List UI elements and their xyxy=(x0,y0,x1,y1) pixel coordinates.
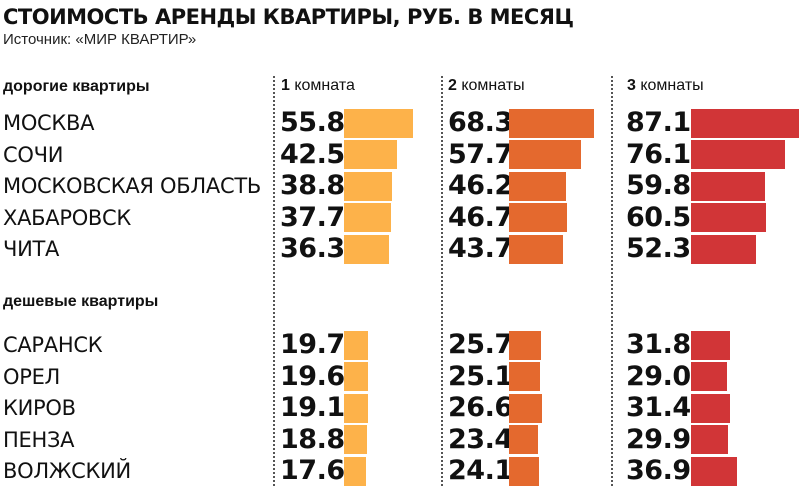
bar xyxy=(344,171,393,201)
value-label: 36.9 xyxy=(626,455,691,487)
value-label: 37.7 xyxy=(280,201,345,233)
group-title: дорогие квартиры xyxy=(3,78,150,95)
bar xyxy=(344,393,368,423)
value-label: 87.1 xyxy=(626,107,691,138)
bar xyxy=(344,203,391,233)
city-label: КИРОВ xyxy=(3,396,76,421)
column-header-number: 1 xyxy=(281,77,290,94)
bar xyxy=(344,425,368,455)
bar xyxy=(509,330,541,360)
bar xyxy=(691,425,729,455)
value-label: 42.5 xyxy=(280,138,345,170)
column-divider xyxy=(611,76,613,486)
bar xyxy=(344,234,389,264)
bar xyxy=(509,171,567,201)
column-header-label: комнаты xyxy=(456,77,525,94)
value-label: 68.3 xyxy=(448,107,513,138)
bar xyxy=(509,393,542,423)
bar xyxy=(344,140,397,170)
value-label: 18.8 xyxy=(280,423,345,455)
city-label: ПЕНЗА xyxy=(3,427,75,452)
bar xyxy=(691,234,756,264)
value-label: 19.6 xyxy=(280,360,345,392)
value-label: 23.4 xyxy=(448,423,513,455)
bar xyxy=(509,456,539,486)
bar xyxy=(691,171,766,201)
city-label: ОРЕЛ xyxy=(3,364,61,389)
column-header-label: комната xyxy=(289,77,355,94)
bar xyxy=(344,362,369,392)
bar xyxy=(509,140,581,170)
chart-title: СТОИМОСТЬ АРЕНДЫ КВАРТИРЫ, РУБ. В МЕСЯЦ xyxy=(3,5,574,29)
value-label: 52.3 xyxy=(626,233,691,265)
bar xyxy=(509,425,539,455)
value-label: 31.4 xyxy=(626,392,691,424)
value-label: 38.8 xyxy=(280,170,345,202)
bar xyxy=(509,234,564,264)
bar xyxy=(509,362,541,392)
city-label: МОСКОВСКАЯ ОБЛАСТЬ xyxy=(3,174,261,199)
bar xyxy=(344,456,366,486)
city-label: ЧИТА xyxy=(3,237,60,262)
group-title: дешевые квартиры xyxy=(3,293,159,310)
value-label: 36.3 xyxy=(280,233,345,265)
value-label: 59.8 xyxy=(626,170,691,202)
city-label: МОСКВА xyxy=(3,111,95,135)
bar xyxy=(691,330,731,360)
column-header-number: 2 xyxy=(448,77,457,94)
bar xyxy=(691,203,767,233)
value-label: 46.7 xyxy=(448,201,513,233)
value-label: 19.7 xyxy=(280,329,345,360)
column-divider xyxy=(273,76,275,486)
source-note: Источник: «МИР КВАРТИР» xyxy=(3,31,197,48)
value-label: 17.6 xyxy=(280,455,345,487)
column-header-label: комнаты xyxy=(635,77,704,94)
value-label: 25.1 xyxy=(448,360,513,392)
value-label: 24.1 xyxy=(448,455,513,487)
column-divider xyxy=(441,76,443,486)
value-label: 46.2 xyxy=(448,170,513,202)
bar xyxy=(691,456,737,486)
bar xyxy=(509,108,594,138)
city-label: ВОЛЖСКИЙ xyxy=(3,459,131,484)
value-label: 25.7 xyxy=(448,329,513,360)
column-header-2: 2 комнаты xyxy=(448,76,525,96)
value-label: 76.1 xyxy=(626,138,691,170)
value-label: 19.1 xyxy=(280,392,345,424)
bar xyxy=(691,140,786,170)
value-label: 55.8 xyxy=(280,107,345,138)
bar xyxy=(509,203,567,233)
value-label: 43.7 xyxy=(448,233,513,265)
column-header-1: 1 комната xyxy=(281,76,355,96)
city-label: ХАБАРОВСК xyxy=(3,205,131,230)
city-label: САРАНСК xyxy=(3,333,103,357)
value-label: 57.7 xyxy=(448,138,513,170)
bar xyxy=(691,362,727,392)
city-label: СОЧИ xyxy=(3,142,64,167)
bar xyxy=(344,108,414,138)
bar xyxy=(344,330,369,360)
column-header-number: 3 xyxy=(627,77,636,94)
value-label: 29.0 xyxy=(626,360,691,392)
column-header-3: 3 комнаты xyxy=(627,76,704,96)
bar xyxy=(691,108,799,138)
value-label: 31.8 xyxy=(626,329,691,360)
value-label: 60.5 xyxy=(626,201,691,233)
bar xyxy=(691,393,730,423)
value-label: 29.9 xyxy=(626,423,691,455)
value-label: 26.6 xyxy=(448,392,513,424)
